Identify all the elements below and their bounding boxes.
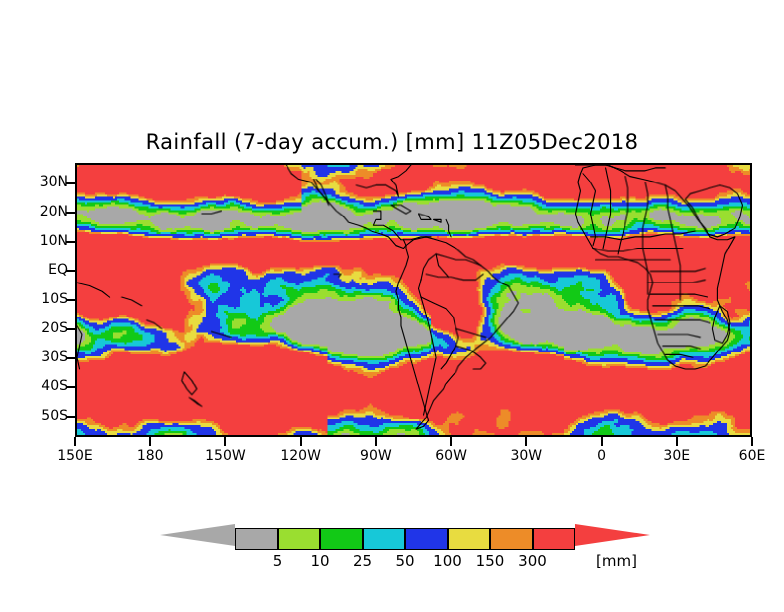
lat-tick [66, 211, 75, 214]
lon-tick-label: 180 [136, 448, 164, 464]
lon-tick-label: 120W [280, 448, 321, 464]
lat-tick-label: 10S [41, 291, 68, 307]
colorbar-tick-label: 150 [475, 552, 505, 570]
colorbar-segment [532, 528, 575, 550]
lon-tick [74, 437, 76, 446]
lon-tick [149, 437, 152, 446]
lon-tick [675, 437, 678, 446]
colorbar-tick-label: 300 [518, 552, 547, 570]
map-plot-area [75, 163, 752, 437]
colorbar-segment [362, 528, 405, 550]
lon-tick [224, 437, 227, 446]
rainfall-raster [77, 165, 750, 435]
lon-tick-label: 60E [738, 448, 766, 464]
lat-tick-label: 20S [41, 320, 68, 337]
lat-tick-label: 10N [39, 232, 68, 249]
colorbar-unit-label: [mm] [596, 552, 637, 570]
lat-tick [66, 240, 75, 243]
lat-tick-label: EQ [48, 261, 68, 278]
lat-tick [66, 357, 75, 360]
lat-tick [66, 415, 75, 418]
lat-tick [66, 328, 75, 331]
lat-tick-label: 40S [41, 378, 68, 395]
lat-tick [66, 299, 75, 301]
lon-tick [450, 437, 453, 446]
lat-tick-label: 50S [41, 407, 68, 424]
colorbar-segment [405, 528, 448, 550]
lat-tick [66, 269, 75, 272]
lon-tick [600, 437, 603, 446]
colorbar-tick-label: 50 [395, 552, 415, 570]
lon-tick-label: 60W [435, 448, 467, 464]
colorbar-tick-label: 100 [433, 552, 462, 570]
colorbar-tick-label: 10 [310, 552, 330, 570]
colorbar-tick-label: 5 [272, 552, 283, 570]
colorbar: 5 10 25 50 100 150 300 [mm] [0, 524, 784, 584]
colorbar-low-arrow [160, 524, 235, 546]
lon-tick [374, 437, 377, 446]
lon-tick-label: 90W [360, 448, 392, 464]
colorbar-segment [277, 528, 320, 550]
lon-tick [751, 437, 753, 446]
lon-tick [299, 437, 302, 446]
colorbar-tick-label: 25 [352, 552, 373, 570]
lon-tick-label: 0 [597, 448, 606, 464]
lon-tick [525, 437, 528, 446]
colorbar-segments [235, 528, 575, 550]
lon-tick-label: 30W [510, 448, 543, 464]
lon-tick-label: 150W [205, 448, 246, 464]
lat-tick-label: 30S [41, 349, 68, 366]
lat-tick-label: 20N [39, 203, 68, 220]
lon-tick-label: 30E [663, 448, 691, 464]
lat-tick-label: 30N [39, 174, 68, 191]
colorbar-segment [490, 528, 533, 550]
lat-tick [66, 386, 75, 389]
colorbar-segment [235, 528, 278, 550]
lon-tick-label: 150E [57, 448, 93, 464]
colorbar-segment [320, 528, 363, 550]
page-title: Rainfall (7-day accum.) [mm] 11Z05Dec201… [145, 130, 639, 154]
colorbar-segment [447, 528, 490, 550]
colorbar-high-arrow [575, 524, 650, 546]
lat-tick [66, 182, 75, 185]
